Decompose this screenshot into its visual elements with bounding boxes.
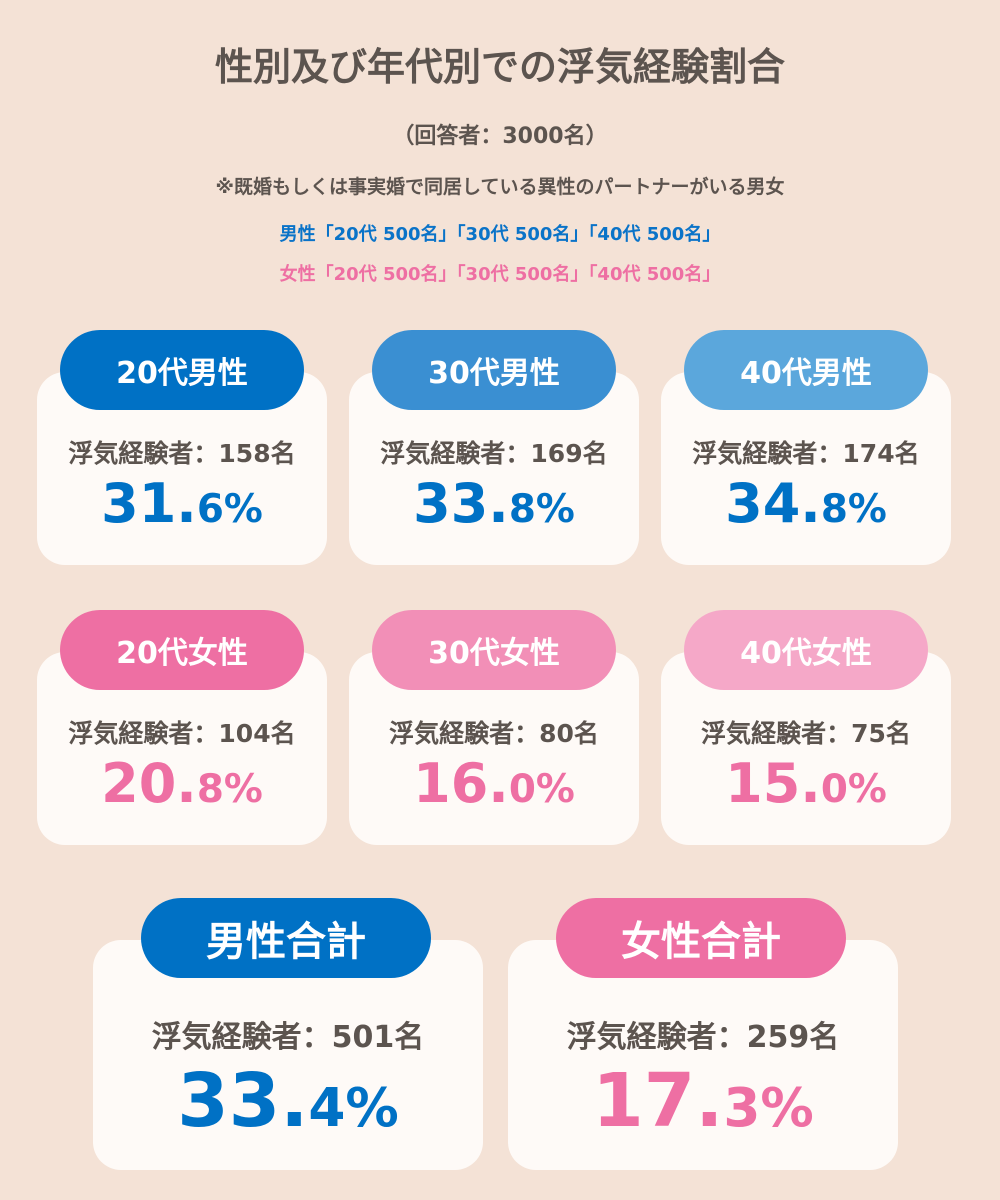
experienced-count: 浮気経験者：158名 [68,439,296,468]
percentage-integer: 33. [177,1058,309,1144]
category-pill: 女性合計 [556,898,846,978]
experienced-count: 浮気経験者：104名 [68,719,296,748]
page-title: 性別及び年代別での浮気経験割合 [214,45,785,89]
percentage-integer: 33. [413,472,509,535]
category-pill: 40代男性 [684,330,928,410]
experienced-count: 浮気経験者：259名 [566,1020,840,1055]
percentage-integer: 31. [101,472,197,535]
percentage: 20.8% [37,752,327,815]
male-breakdown: 男性「20代 500名」「30代 500名」「40代 500名」 [279,224,721,245]
experienced-count: 浮気経験者：174名 [692,439,920,468]
percentage-integer: 34. [725,472,821,535]
experienced-count: 浮気経験者：80名 [389,719,599,748]
percentage: 15.0% [661,752,951,815]
category-pill: 20代男性 [60,330,304,410]
category-pill: 20代女性 [60,610,304,690]
category-pill: 30代女性 [372,610,616,690]
percentage: 33.4% [93,1058,483,1144]
percentage-decimal: 6% [196,487,263,532]
percentage-decimal: 8% [508,487,575,532]
survey-note: ※既婚もしくは事実婚で同居している異性のパートナーがいる男女 [215,176,785,198]
stat-card: 浮気経験者：259名 17.3% [508,940,898,1170]
percentage-integer: 15. [725,752,821,815]
percentage-integer: 16. [413,752,509,815]
percentage-decimal: 8% [820,487,887,532]
category-label: 女性合計 [621,919,781,965]
percentage-decimal: 8% [196,767,263,812]
experienced-count: 浮気経験者：169名 [380,439,608,468]
percentage: 34.8% [661,472,951,535]
percentage: 17.3% [508,1058,898,1144]
experienced-count: 浮気経験者：75名 [701,719,911,748]
category-label: 20代女性 [116,636,248,671]
category-pill: 40代女性 [684,610,928,690]
category-label: 30代女性 [428,636,560,671]
category-label: 20代男性 [116,356,248,391]
percentage-decimal: 4% [308,1077,399,1139]
category-label: 男性合計 [206,919,366,965]
category-label: 40代女性 [740,636,872,671]
category-label: 30代男性 [428,356,560,391]
percentage: 31.6% [37,472,327,535]
percentage-integer: 20. [101,752,197,815]
percentage-decimal: 3% [723,1077,814,1139]
percentage-decimal: 0% [820,767,887,812]
percentage: 33.8% [349,472,639,535]
percentage: 16.0% [349,752,639,815]
respondent-count: （回答者：3000名） [392,124,608,149]
stat-card: 浮気経験者：501名 33.4% [93,940,483,1170]
category-label: 40代男性 [740,356,872,391]
category-pill: 男性合計 [141,898,431,978]
category-pill: 30代男性 [372,330,616,410]
female-breakdown: 女性「20代 500名」「30代 500名」「40代 500名」 [279,264,721,285]
percentage-integer: 17. [592,1058,724,1144]
percentage-decimal: 0% [508,767,575,812]
experienced-count: 浮気経験者：501名 [151,1020,425,1055]
